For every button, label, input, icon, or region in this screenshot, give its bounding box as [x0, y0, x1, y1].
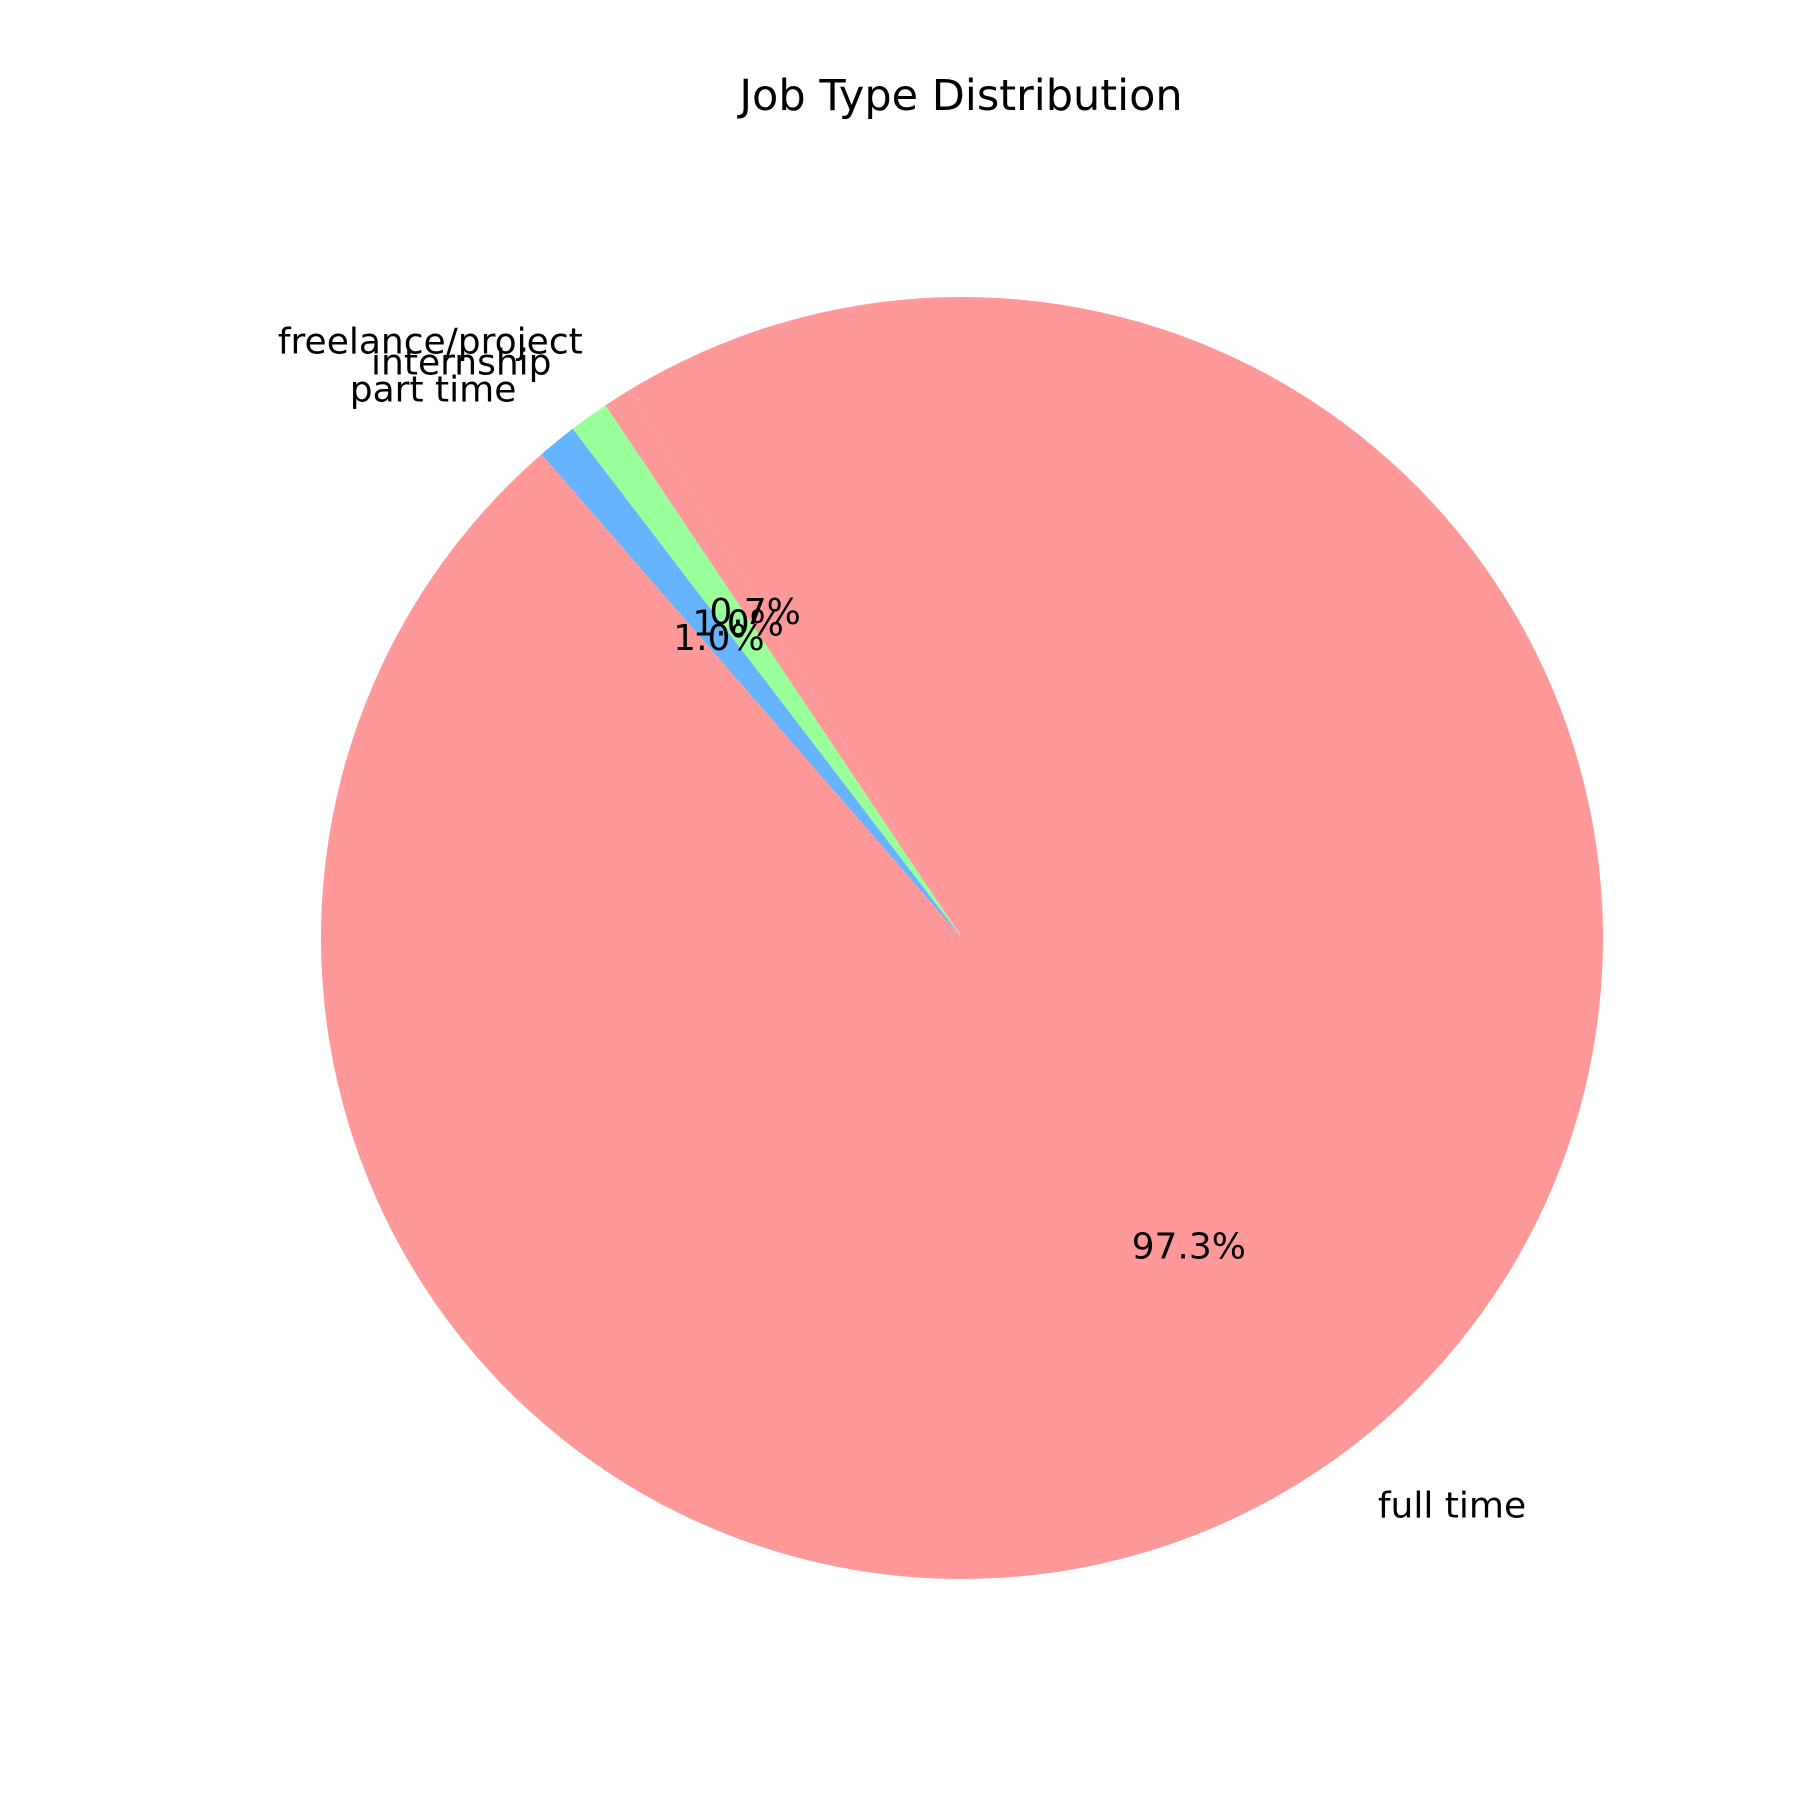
pie-slice-freelance-project [605, 390, 962, 939]
pie-slice-internship [572, 405, 962, 938]
chart-title: Job Type Distribution [736, 71, 1182, 121]
slice-label-internship: internship [371, 343, 552, 384]
slice-pct-full-time: 97.3% [1132, 1227, 1246, 1268]
slice-label-part-time: part time [350, 370, 517, 411]
slice-pct-internship: 1.0% [692, 603, 783, 644]
pie-slice-full-time [321, 297, 1604, 1580]
slice-label-freelance-project: freelance/project [278, 322, 583, 363]
slice-pct-freelance-project: 0.7% [709, 592, 800, 633]
slice-pct-part-time: 1.0% [673, 618, 764, 659]
pie-slice-part-time [541, 428, 962, 938]
pie-slices [321, 297, 1604, 1580]
slice-label-full-time: full time [1378, 1485, 1526, 1526]
pie-labels: full time 97.3% freelance/project 0.7% inter… [278, 322, 1526, 1527]
